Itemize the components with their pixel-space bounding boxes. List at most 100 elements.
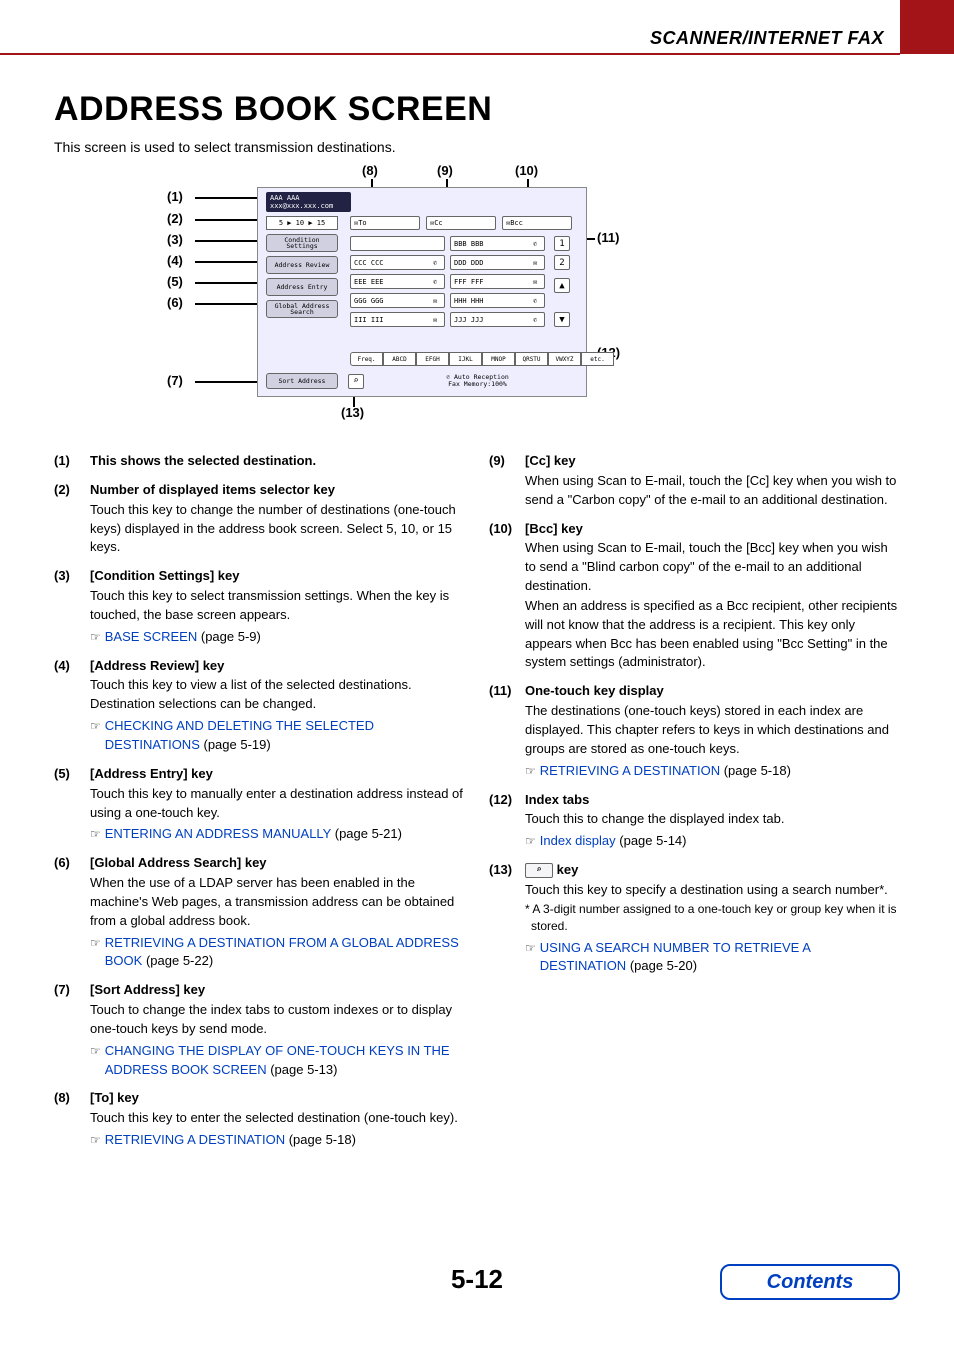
link-page-ref: (page 5-14) <box>616 833 687 848</box>
contents-button[interactable]: Contents <box>720 1264 900 1300</box>
condition-settings-btn[interactable]: Condition Settings <box>266 234 338 252</box>
item-description: Touch this key to enter the selected des… <box>90 1109 465 1128</box>
selected-destination-box: AAA AAA xxx@xxx.xxx.com <box>266 192 351 212</box>
item-title: [Address Entry] key <box>90 765 465 784</box>
item-description: When using Scan to E-mail, touch the [Cc… <box>525 472 900 510</box>
item-title: One-touch key display <box>525 682 900 701</box>
pointer-icon: ☞ <box>525 763 536 780</box>
onetouch-key[interactable]: BBB BBB✆ <box>450 236 545 251</box>
onetouch-key[interactable]: GGG GGG✉ <box>350 293 445 308</box>
onetouch-key[interactable]: JJJ JJJ✆ <box>450 312 545 327</box>
description-item: (12)Index tabsTouch this to change the d… <box>489 791 900 852</box>
page-indicator: 2 <box>554 255 570 270</box>
sort-address-btn[interactable]: Sort Address <box>266 373 338 389</box>
page-intro: This screen is used to select transmissi… <box>54 139 900 155</box>
item-number: (8) <box>54 1089 90 1150</box>
cross-reference-link[interactable]: RETRIEVING A DESTINATION <box>540 763 720 778</box>
item-number: (2) <box>54 481 90 557</box>
callout-5: (5) <box>167 274 183 289</box>
callout-11: (11) <box>597 230 619 245</box>
onetouch-key[interactable]: HHH HHH✆ <box>450 293 545 308</box>
index-tabs[interactable]: Freq. ABCD EFGH IJKL MNOP QRSTU VWXYZ et… <box>350 352 614 366</box>
callout-7: (7) <box>167 373 183 388</box>
item-number: (12) <box>489 791 525 852</box>
items-selector[interactable]: 5 ▶ 10 ▶ 15 <box>266 216 338 230</box>
item-number: (5) <box>54 765 90 844</box>
lcd-panel: AAA AAA xxx@xxx.xxx.com 5 ▶ 10 ▶ 15 Cond… <box>257 187 587 397</box>
link-page-ref: (page 5-20) <box>626 958 697 973</box>
onetouch-key[interactable]: CCC CCC✆ <box>350 255 445 270</box>
item-description: Touch this key to view a list of the sel… <box>90 676 465 714</box>
item-description: Touch this key to change the number of d… <box>90 501 465 558</box>
description-item: (9)[Cc] keyWhen using Scan to E-mail, to… <box>489 452 900 510</box>
item-description: When an address is specified as a Bcc re… <box>525 597 900 672</box>
callout-8: (8) <box>362 163 378 178</box>
search-number-icon[interactable]: ⌕ <box>348 374 364 389</box>
item-description: Touch this key to specify a destination … <box>525 881 900 900</box>
callout-8: (9) <box>437 163 453 178</box>
to-key[interactable]: ✉ To <box>350 216 420 230</box>
address-entry-btn[interactable]: Address Entry <box>266 278 338 296</box>
tab-ijkl[interactable]: IJKL <box>449 352 482 366</box>
header-rule <box>0 53 900 55</box>
item-number: (7) <box>54 981 90 1079</box>
callout-13: (13) <box>341 405 364 420</box>
tab-abcd[interactable]: ABCD <box>383 352 416 366</box>
description-item: (1)This shows the selected destination. <box>54 452 465 471</box>
item-description: When using Scan to E-mail, touch the [Bc… <box>525 539 900 596</box>
onetouch-key[interactable]: FFF FFF✉ <box>450 274 545 289</box>
callout-4: (4) <box>167 253 183 268</box>
cross-reference-link[interactable]: RETRIEVING A DESTINATION <box>105 1132 285 1147</box>
item-description: When the use of a LDAP server has been e… <box>90 874 465 931</box>
pointer-icon: ☞ <box>525 940 536 957</box>
pointer-icon: ☞ <box>525 833 536 850</box>
callout-2: (2) <box>167 211 183 226</box>
onetouch-key[interactable]: III III✉ <box>350 312 445 327</box>
description-item: (10)[Bcc] keyWhen using Scan to E-mail, … <box>489 520 900 673</box>
cross-reference-link[interactable]: BASE SCREEN <box>105 629 197 644</box>
scroll-down[interactable]: ▼ <box>554 312 570 327</box>
link-page-ref: (page 5-19) <box>200 737 271 752</box>
item-description: Touch to change the index tabs to custom… <box>90 1001 465 1039</box>
link-page-ref: (page 5-9) <box>197 629 261 644</box>
cross-reference-link[interactable]: Index display <box>540 833 616 848</box>
item-title: This shows the selected destination. <box>90 452 465 471</box>
callout-6: (6) <box>167 295 183 310</box>
tab-vwxyz[interactable]: VWXYZ <box>548 352 581 366</box>
tab-etc[interactable]: etc. <box>581 352 614 366</box>
description-item: (6)[Global Address Search] keyWhen the u… <box>54 854 465 971</box>
item-number: (9) <box>489 452 525 510</box>
item-title: [Condition Settings] key <box>90 567 465 586</box>
global-address-search-btn[interactable]: Global Address Search <box>266 300 338 318</box>
bcc-key[interactable]: ✉ Bcc <box>502 216 572 230</box>
tab-qrstu[interactable]: QRSTU <box>515 352 548 366</box>
search-number-icon: ⌕ <box>525 863 553 878</box>
address-book-diagram: (1) (2) (3) (4) (5) (6) (7) (8) (9) (10)… <box>167 167 787 427</box>
address-review-btn[interactable]: Address Review <box>266 256 338 274</box>
item-number: (13) <box>489 861 525 976</box>
item-number: (10) <box>489 520 525 673</box>
pointer-icon: ☞ <box>90 1132 101 1149</box>
link-page-ref: (page 5-21) <box>331 826 402 841</box>
item-number: (4) <box>54 657 90 755</box>
tab-freq[interactable]: Freq. <box>350 352 383 366</box>
section-label: SCANNER/INTERNET FAX <box>650 28 884 49</box>
onetouch-key[interactable]: AAA AAA✉ <box>350 236 445 251</box>
item-title: [To] key <box>90 1089 465 1108</box>
description-item: (5)[Address Entry] keyTouch this key to … <box>54 765 465 844</box>
scroll-up[interactable]: ▲ <box>554 278 570 293</box>
page-title: ADDRESS BOOK SCREEN <box>54 90 900 129</box>
callout-3: (3) <box>167 232 183 247</box>
tab-efgh[interactable]: EFGH <box>416 352 449 366</box>
header-corner <box>900 0 954 54</box>
tab-mnop[interactable]: MNOP <box>482 352 515 366</box>
item-title: Index tabs <box>525 791 900 810</box>
cross-reference-link[interactable]: ENTERING AN ADDRESS MANUALLY <box>105 826 331 841</box>
onetouch-key[interactable]: DDD DDD✉ <box>450 255 545 270</box>
description-item: (13)⌕ keyTouch this key to specify a des… <box>489 861 900 976</box>
description-item: (7)[Sort Address] keyTouch to change the… <box>54 981 465 1079</box>
item-title: [Global Address Search] key <box>90 854 465 873</box>
onetouch-key[interactable]: EEE EEE✆ <box>350 274 445 289</box>
item-description: The destinations (one-touch keys) stored… <box>525 702 900 759</box>
cc-key[interactable]: ✉ Cc <box>426 216 496 230</box>
